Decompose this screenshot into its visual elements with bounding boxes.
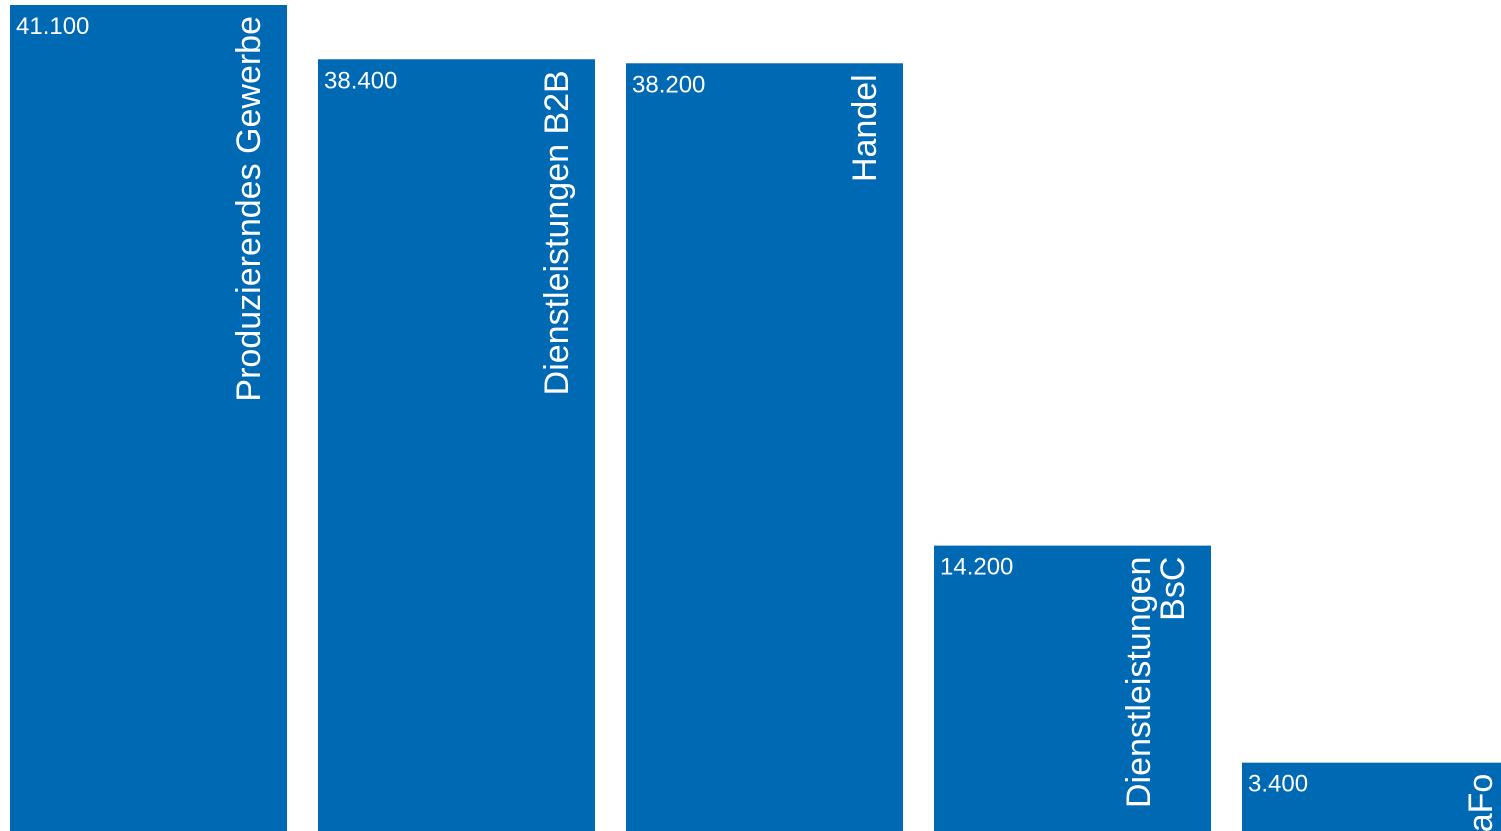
- bar-category-line: Dienstleistungen B2B: [538, 70, 576, 395]
- bar-value-label: 38.400: [324, 67, 397, 94]
- bar: [934, 545, 1211, 831]
- bar-category-label: Handel: [846, 74, 884, 182]
- bar-category-label: Produzierendes Gewerbe: [230, 16, 268, 402]
- bar-category-line: LaFo: [1462, 774, 1500, 831]
- bars-group: 41.100 Produzierendes Gewerbe 38.400 Dienst…: [10, 5, 1501, 831]
- bar-value-label: 14.200: [940, 554, 1013, 581]
- bar-group: 41.100 Produzierendes Gewerbe: [10, 5, 287, 831]
- bar-group: 38.200 Handel: [626, 63, 903, 831]
- bar-category-line: Handel: [846, 74, 884, 182]
- bar-group: 14.200 DienstleistungenBsC: [934, 545, 1211, 831]
- bar-category-label: Dienstleistungen B2B: [538, 70, 576, 395]
- bar-category-line: Dienstleistungen: [1120, 557, 1158, 808]
- bar-category-line: Produzierendes Gewerbe: [230, 16, 268, 402]
- bar-value-label: 41.100: [16, 13, 89, 40]
- bar: [10, 5, 287, 831]
- bar-category-label: LaFo: [1462, 774, 1500, 831]
- bar-group: 3.400 LaFo: [1242, 762, 1501, 831]
- bar-group: 38.400 Dienstleistungen B2B: [318, 59, 595, 831]
- bar: [626, 63, 903, 831]
- bar: [1242, 762, 1501, 831]
- bar: [318, 59, 595, 831]
- bar-category-label: DienstleistungenBsC: [1120, 557, 1192, 808]
- bar-value-label: 3.400: [1248, 771, 1308, 798]
- bar-value-label: 38.200: [632, 71, 705, 98]
- bar-category-line: BsC: [1154, 557, 1192, 621]
